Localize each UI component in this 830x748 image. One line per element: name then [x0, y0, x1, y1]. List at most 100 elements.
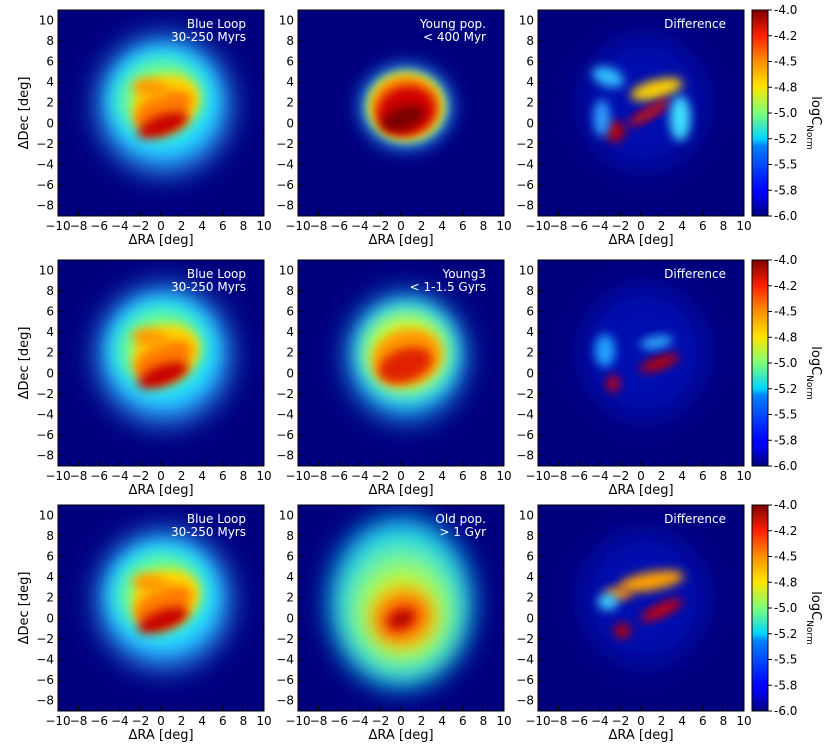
y-tick-label: 0 — [526, 116, 534, 130]
y-tick-label: −2 — [276, 137, 294, 151]
y-tick-label: 0 — [526, 611, 534, 625]
panel-r3-c3: Difference−10 −8 −6 −4 −2 0 2 4 6 8 10−8−6−4−20246… — [516, 504, 752, 743]
colorbar-tick-label: -4.2 — [774, 279, 797, 293]
x-tick-label: −10 — [45, 219, 70, 233]
y-axis-label: ΔDec [deg] — [17, 327, 32, 400]
x-tick-label: −6 — [330, 469, 348, 483]
x-tick-label: −6 — [90, 219, 108, 233]
x-tick-label: −2 — [612, 219, 630, 233]
colorbar-tick-label: -6.0 — [774, 704, 797, 718]
x-tick-label: −4 — [351, 219, 369, 233]
y-tick-label: 4 — [526, 570, 534, 584]
x-tick-label: 10 — [496, 714, 511, 728]
x-axis-label: ΔRA [deg] — [368, 728, 433, 743]
panel-r1-c3: Difference−10 −8 −6 −4 −2 0 2 4 6 8 10−8−6−4−20246… — [516, 9, 752, 248]
y-tick-label: 8 — [526, 34, 534, 48]
x-tick-label: 6 — [219, 469, 227, 483]
x-tick-label: −10 — [45, 714, 70, 728]
y-axis-label: ΔDec [deg] — [17, 572, 32, 645]
colorbar — [751, 504, 769, 712]
x-tick-label: −10 — [525, 714, 550, 728]
x-tick-label: 2 — [178, 219, 186, 233]
x-tick-label: −6 — [330, 714, 348, 728]
diff-patch — [594, 334, 616, 368]
y-tick-label: −8 — [516, 694, 534, 708]
y-tick-label: −4 — [36, 653, 54, 667]
y-tick-label: −8 — [516, 449, 534, 463]
colorbar-tick-label: -5.5 — [774, 408, 797, 422]
heatmap-area — [58, 10, 264, 216]
colorbar-label: logCNorm — [804, 346, 823, 399]
x-tick-label: −4 — [111, 714, 129, 728]
y-tick-label: 0 — [526, 366, 534, 380]
y-tick-label: 10 — [279, 263, 294, 277]
x-tick-label: 2 — [418, 714, 426, 728]
x-tick-label: 10 — [496, 219, 511, 233]
x-tick-label: 0 — [637, 714, 645, 728]
y-tick-label: −6 — [276, 673, 294, 687]
colorbar-tick-label: -5.8 — [774, 678, 797, 692]
y-tick-label: −8 — [36, 449, 54, 463]
x-tick-label: −6 — [570, 469, 588, 483]
colorbar-tick-label: -4.8 — [774, 80, 797, 94]
y-tick-label: 2 — [286, 591, 294, 605]
colorbar-tick-label: -5.2 — [774, 382, 797, 396]
heatmap-area — [298, 260, 504, 466]
diff-patch — [614, 623, 631, 638]
y-tick-label: −2 — [276, 387, 294, 401]
y-tick-label: 4 — [526, 325, 534, 339]
x-tick-label: −8 — [70, 219, 88, 233]
colorbar-tick-label: -4.8 — [774, 575, 797, 589]
y-tick-label: −6 — [516, 673, 534, 687]
y-tick-label: 8 — [46, 284, 54, 298]
y-tick-label: 2 — [526, 96, 534, 110]
density-bar — [137, 112, 189, 139]
panel-r1-c2: Young pop.< 400 Myr−10 −8 −6 −4 −2 0 2 4 6 8 10−8−… — [276, 9, 512, 248]
y-tick-label: −2 — [516, 137, 534, 151]
y-tick-label: 10 — [519, 13, 534, 27]
density-bar — [389, 610, 413, 628]
density-bar — [381, 104, 425, 132]
y-tick-label: 4 — [286, 325, 294, 339]
x-tick-label: 8 — [480, 219, 488, 233]
panel-label: Young pop. — [419, 17, 486, 31]
diff-patch — [597, 593, 619, 611]
x-tick-label: 0 — [157, 219, 165, 233]
x-tick-label: −4 — [591, 219, 609, 233]
colorbar-row1: -4.0 -4.2 -4.5 -4.8 -5.0 -5.2 -5.5 -5.8 -6.0 logC… — [751, 3, 823, 223]
x-tick-label: 4 — [438, 219, 446, 233]
x-tick-label: −8 — [70, 469, 88, 483]
y-tick-label: −6 — [276, 178, 294, 192]
y-tick-label: −6 — [36, 673, 54, 687]
x-tick-label: 2 — [178, 469, 186, 483]
colorbar-tick-label: -4.5 — [774, 550, 797, 564]
y-tick-label: −6 — [36, 428, 54, 442]
panel-label: Difference — [664, 267, 726, 281]
y-tick-label: 10 — [279, 508, 294, 522]
x-tick-label: −10 — [525, 469, 550, 483]
y-tick-label: −8 — [516, 199, 534, 213]
y-tick-label: −8 — [36, 694, 54, 708]
panel-label: Blue Loop — [187, 267, 246, 281]
panel-r3-c2: Old pop.> 1 Gyr−10 −8 −6 −4 −2 0 2 4 6 8 10−8−6−4−… — [276, 504, 512, 743]
x-tick-label: −2 — [612, 714, 630, 728]
y-tick-label: −8 — [36, 199, 54, 213]
x-tick-label: 6 — [219, 219, 227, 233]
x-tick-label: 0 — [637, 469, 645, 483]
x-tick-label: 4 — [678, 469, 686, 483]
panel-label: Blue Loop — [187, 512, 246, 526]
y-tick-label: 0 — [46, 611, 54, 625]
x-tick-label: −2 — [372, 469, 390, 483]
x-tick-label: −2 — [372, 219, 390, 233]
y-tick-label: −8 — [276, 694, 294, 708]
y-tick-label: 0 — [286, 366, 294, 380]
y-tick-label: 8 — [286, 284, 294, 298]
x-tick-label: 8 — [720, 714, 728, 728]
x-tick-label: 0 — [397, 714, 405, 728]
panel-label: Old pop. — [435, 512, 486, 526]
x-tick-label: 4 — [198, 469, 206, 483]
x-tick-label: 10 — [256, 219, 271, 233]
x-tick-label: −6 — [90, 714, 108, 728]
